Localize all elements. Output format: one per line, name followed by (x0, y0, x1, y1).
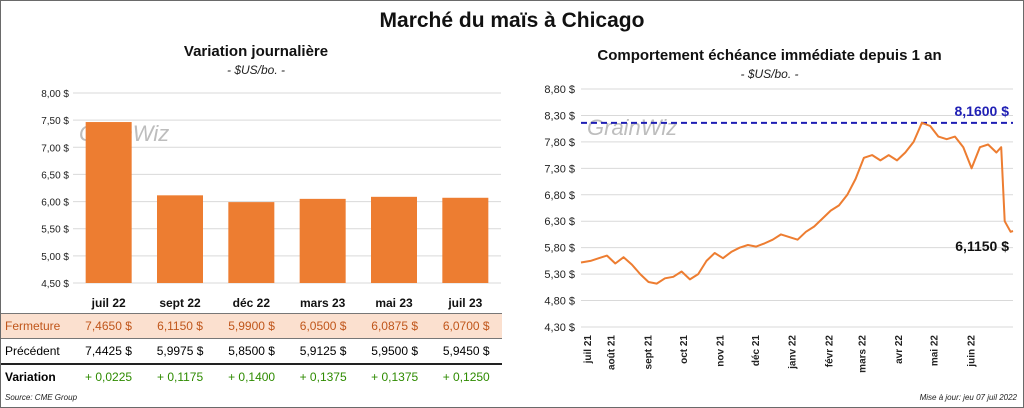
bar-y-tick-label: 8,00 $ (41, 89, 69, 100)
prev-label: Précédent (5, 344, 60, 358)
line-x-tick-label: sept 21 (643, 335, 654, 370)
line-x-tick-label: avr 22 (894, 335, 905, 364)
line-x-tick-label: févr 22 (824, 335, 835, 368)
close-value: 5,9900 $ (215, 313, 288, 339)
bar (85, 122, 132, 284)
right-chart-unit: - $US/bo. - (740, 67, 799, 81)
line-y-tick-label: 8,80 $ (544, 84, 575, 96)
bar-y-tick-label: 7,50 $ (41, 116, 69, 127)
line-y-tick-label: 4,80 $ (544, 296, 575, 308)
bar-category-label: juil 23 (447, 296, 482, 310)
line-x-tick-label: oct 21 (679, 335, 690, 364)
line-y-tick-label: 8,30 $ (544, 110, 575, 122)
last-value-label: 6,1150 $ (955, 238, 1009, 254)
line-y-tick-label: 7,30 $ (544, 163, 575, 175)
close-value: 6,1150 $ (144, 313, 216, 339)
right-chart-title: Comportement échéance immédiate depuis 1… (597, 47, 942, 64)
line-x-tick-label: juin 22 (966, 335, 977, 368)
line-x-tick-label: mai 22 (930, 335, 941, 367)
variation-value: + 0,1250 (442, 370, 490, 384)
bar-y-tick-label: 5,00 $ (41, 252, 69, 263)
line-y-tick-label: 5,30 $ (544, 269, 575, 281)
bar-category-label: déc 22 (233, 296, 271, 310)
bar-category-label: juil 22 (91, 296, 126, 310)
bar-category-label: mai 23 (375, 296, 413, 310)
main-title: Marché du maïs à Chicago (379, 9, 645, 32)
line-x-tick-label: mars 22 (858, 335, 869, 373)
line-y-tick-label: 7,80 $ (544, 137, 575, 149)
variation-value: + 0,1375 (371, 370, 419, 384)
update-note: Mise à jour: jeu 07 juil 2022 (919, 393, 1017, 402)
line-x-tick-label: août 21 (607, 335, 618, 370)
close-value: 6,0875 $ (358, 313, 431, 339)
prev-value: 5,9125 $ (299, 344, 347, 358)
prev-value: 7,4425 $ (85, 344, 132, 358)
prev-value: 5,8500 $ (228, 344, 275, 358)
bar-y-tick-label: 4,50 $ (41, 279, 69, 290)
variation-value: + 0,0225 (85, 370, 133, 384)
bar (299, 198, 346, 283)
bar-y-tick-label: 6,50 $ (41, 170, 69, 181)
line-x-tick-label: janv 22 (788, 335, 799, 370)
prev-row: Précédent 7,4425 $ 5,9975 $ 5,8500 $ 5,9… (1, 339, 502, 364)
bar-y-tick-label: 5,50 $ (41, 225, 69, 236)
close-value: 6,0500 $ (287, 313, 359, 339)
line-x-tick-label: déc 21 (751, 335, 762, 367)
line-y-tick-label: 6,30 $ (544, 216, 575, 228)
line-y-tick-label: 4,30 $ (544, 322, 575, 334)
price-table: Fermeture 7,4650 $ 6,1150 $ 5,9900 $ 6,0… (1, 313, 502, 389)
close-row: Fermeture 7,4650 $ 6,1150 $ 5,9900 $ 6,0… (1, 313, 502, 339)
prev-value: 5,9975 $ (156, 344, 204, 358)
line-y-tick-label: 6,80 $ (544, 190, 575, 202)
bar (157, 195, 203, 283)
variation-value: + 0,1400 (228, 370, 276, 384)
prev-value: 5,9500 $ (371, 344, 419, 358)
variation-value: + 0,1175 (156, 370, 204, 384)
variation-value: + 0,1375 (299, 370, 347, 384)
close-value: 7,4650 $ (72, 313, 145, 339)
left-chart-title: Variation journalière (183, 43, 329, 60)
bar-category-label: sept 22 (159, 296, 201, 310)
line-x-tick-label: juil 21 (583, 335, 594, 365)
prev-value: 5,9450 $ (442, 344, 490, 358)
bar (442, 197, 489, 283)
bar-y-tick-label: 7,00 $ (41, 143, 69, 154)
line-y-tick-label: 5,80 $ (544, 243, 575, 255)
variation-label: Variation (5, 370, 56, 384)
price-line (580, 121, 1014, 285)
variation-row: Variation + 0,0225 + 0,1175 + 0,1400 + 0… (1, 364, 502, 389)
bar-y-tick-label: 6,00 $ (41, 198, 69, 209)
bar-chart: 8,00 $ 7,50 $ 7,00 $ 6,50 $ 6,00 $ 5,50 $ 5,00… (41, 89, 501, 310)
close-value: 6,0700 $ (430, 313, 502, 339)
source-note: Source: CME Group (5, 393, 78, 402)
close-label: Fermeture (1, 313, 73, 339)
line-x-tick-label: nov 21 (715, 335, 726, 367)
bar-category-label: mars 23 (300, 296, 346, 310)
bar (371, 196, 417, 283)
bar (228, 202, 275, 283)
watermark: GrainWiz (587, 115, 677, 140)
max-value-label: 8,1600 $ (955, 103, 1010, 119)
left-chart-unit: - $US/bo. - (226, 63, 286, 77)
